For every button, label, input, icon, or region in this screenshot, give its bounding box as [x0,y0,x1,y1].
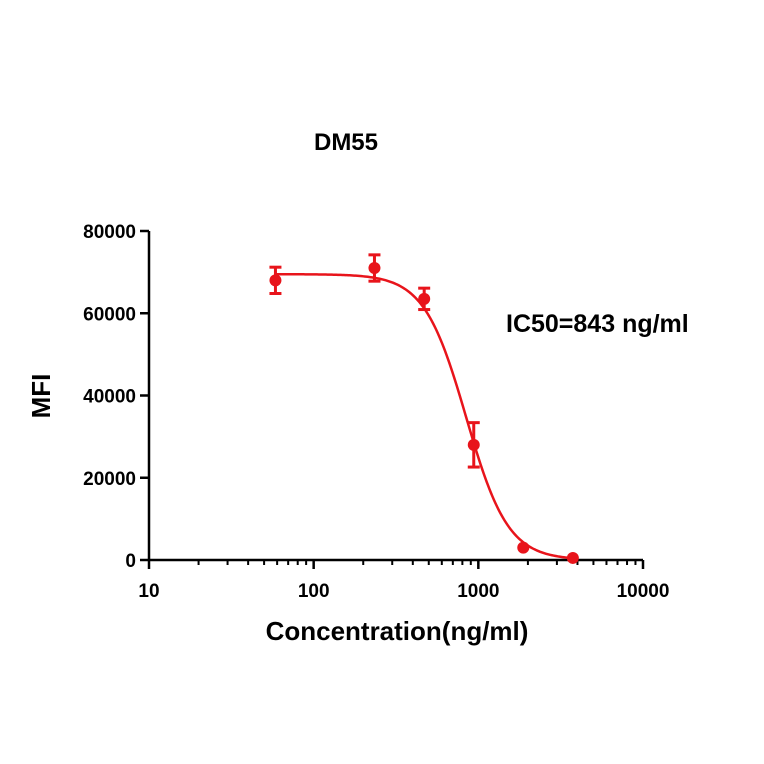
y-tick-label: 60000 [83,304,136,325]
data-point [368,262,381,275]
y-tick-label: 20000 [83,469,136,490]
x-tick-label: 1000 [457,581,499,602]
data-point [418,292,431,305]
data-point [566,551,579,564]
y-tick-label: 80000 [83,222,136,243]
data-point [467,438,480,451]
y-tick-label: 0 [125,551,136,572]
y-axis-label: MFI [26,374,56,419]
y-tick-label: 40000 [83,387,136,408]
data-marks [269,253,579,564]
chart-title: DM55 [314,129,378,156]
axes: 10 100 1000 10000 0 20000 40000 60000 80000 [83,222,669,602]
data-point [269,274,282,287]
ic50-annotation: IC50=843 ng/ml [506,310,689,338]
data-point [517,541,530,554]
x-axis-label: Concentration(ng/ml) [266,616,529,646]
x-tick-label: 100 [298,581,330,602]
x-tick-label: 10 [138,581,159,602]
x-tick-label: 10000 [617,581,670,602]
